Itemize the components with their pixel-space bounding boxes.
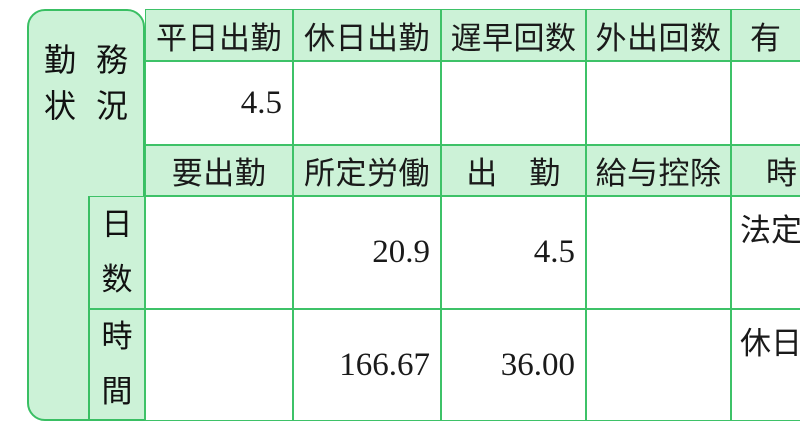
cell-value: 4.5: [240, 84, 282, 121]
header-label: 給与控除: [595, 156, 722, 191]
column-header-late-early-count: 遅早回数: [441, 9, 586, 61]
cell-value: 法定: [740, 213, 800, 248]
summary-cell-outing-count[interactable]: [586, 61, 731, 145]
table-row-hours-cell-attendance[interactable]: 36.00: [441, 309, 586, 421]
cell-value: 4.5: [533, 234, 575, 270]
unit-char: 時: [101, 319, 133, 355]
cell-value: 20.9: [372, 234, 430, 270]
header-label: 遅早回数: [450, 20, 577, 56]
row-unit-label-hours: 時 間: [88, 309, 145, 421]
group-title-line-2: 状 況: [43, 88, 134, 124]
header-label: 有: [750, 20, 782, 56]
table-row-days-cell-required-attendance[interactable]: [145, 196, 293, 309]
header-label: 所定労働: [304, 156, 430, 191]
group-title: 勤 務 状 況: [27, 9, 145, 157]
unit-char: 間: [101, 373, 133, 409]
summary-cell-paid-leave[interactable]: [731, 61, 800, 145]
column-header-outing-count: 外出回数: [586, 9, 731, 61]
cell-value: 36.00: [500, 346, 575, 383]
table-row-hours-cell-overtime[interactable]: 休日: [731, 309, 800, 421]
summary-cell-late-early-count[interactable]: [441, 61, 586, 145]
header-label: 時: [766, 156, 798, 191]
unit-char: 数: [101, 261, 133, 297]
column-header-weekday-attendance: 平日出勤: [145, 9, 293, 61]
summary-cell-weekday-attendance[interactable]: 4.5: [145, 61, 293, 145]
column-header-holiday-attendance: 休日出勤: [293, 9, 441, 61]
row-unit-label-days: 日 数: [88, 196, 145, 309]
header-label: 要出勤: [171, 156, 267, 191]
unit-char: 日: [101, 207, 133, 243]
table-row-hours-cell-required-attendance[interactable]: [145, 309, 293, 421]
header-label: 出 勤: [466, 156, 561, 191]
column-header-prescribed-work: 所定労働: [293, 145, 441, 196]
table-row-days-cell-overtime[interactable]: 法定: [731, 196, 800, 309]
column-header-salary-deduction: 給与控除: [586, 145, 731, 196]
group-title-line-1: 勤 務: [43, 41, 134, 78]
column-header-attendance: 出 勤: [441, 145, 586, 196]
column-header-required-attendance: 要出勤: [145, 145, 293, 196]
table-row-hours-cell-prescribed-work[interactable]: 166.67: [293, 309, 441, 421]
header-label: 休日出勤: [304, 20, 430, 56]
header-label: 外出回数: [595, 20, 722, 56]
table-row-days-cell-salary-deduction[interactable]: [586, 196, 731, 309]
table-row-days-cell-prescribed-work[interactable]: 20.9: [293, 196, 441, 309]
summary-cell-holiday-attendance[interactable]: [293, 61, 441, 145]
header-label: 平日出勤: [156, 20, 282, 56]
cell-value: 休日: [740, 326, 800, 361]
column-header-overtime: 時: [731, 145, 800, 196]
table-row-hours-cell-salary-deduction[interactable]: [586, 309, 731, 421]
column-header-paid-leave: 有: [731, 9, 800, 61]
cell-value: 166.67: [339, 346, 430, 383]
table-row-days-cell-attendance[interactable]: 4.5: [441, 196, 586, 309]
